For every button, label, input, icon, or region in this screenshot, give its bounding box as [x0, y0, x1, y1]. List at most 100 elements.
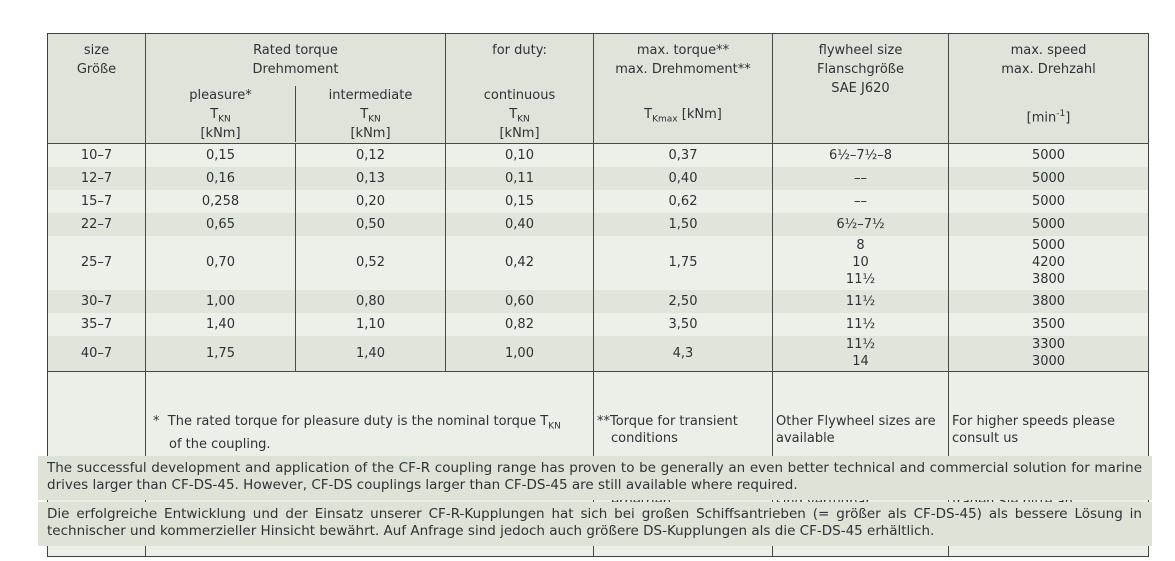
footnote-flywheel-en: Other Flywheel sizes are available	[776, 414, 936, 446]
header-intermediate-label: intermediate	[328, 88, 413, 103]
header-pleasure-symbol: TKN	[210, 107, 231, 125]
header-max-speed-en: max. speed	[1010, 43, 1087, 58]
cell-continuous: 0,40	[445, 212, 594, 236]
header-pleasure-unit: [kNm]	[200, 126, 241, 141]
cell-continuous: 0,11	[445, 166, 594, 190]
header-size: size Größe	[47, 33, 146, 144]
cell-max-speed: 5000	[948, 143, 1149, 167]
header-flywheel-en: flywheel size	[818, 43, 903, 58]
cell-pleasure: 0,70	[145, 235, 296, 290]
table-row: 35–7 1,40 1,10 0,82 3,50 11½ 3500	[47, 312, 1149, 336]
cell-intermediate: 0,80	[295, 289, 446, 313]
cell-continuous: 0,10	[445, 143, 594, 167]
header-duty: for duty: continuous TKN [kNm]	[445, 33, 594, 144]
table-row: 10–7 0,15 0,12 0,10 0,37 6½–7½–8 5000	[47, 143, 1149, 167]
footnote-star-en: * The rated torque for pleasure duty is …	[153, 414, 561, 452]
cell-max-speed: 5000	[948, 189, 1149, 213]
cell-max-speed: 3800	[948, 289, 1149, 313]
cell-max-torque: 0,37	[593, 143, 773, 167]
header-rated-de: Drehmoment	[252, 62, 339, 77]
cell-flywheel: ––	[772, 189, 949, 213]
footnote-speed-en: For higher speeds please consult us	[952, 414, 1116, 446]
header-max-torque-symbol: TKmax [kNm]	[644, 107, 722, 125]
header-pleasure: pleasure* TKN [kNm]	[146, 86, 295, 142]
header-rated-torque: Rated torque Drehmoment pleasure* TKN [k…	[145, 33, 446, 144]
cell-size: 35–7	[47, 312, 146, 336]
header-max-torque-de: max. Drehmoment**	[615, 62, 751, 77]
cell-max-torque: 0,40	[593, 166, 773, 190]
description-paragraph-en: The successful development and applicati…	[38, 456, 1152, 500]
header-duty-label: for duty:	[492, 43, 547, 58]
cell-intermediate: 0,20	[295, 189, 446, 213]
table-row: 22–7 0,65 0,50 0,40 1,50 6½–7½ 5000	[47, 212, 1149, 236]
table-row: 15–7 0,258 0,20 0,15 0,62 –– 5000	[47, 189, 1149, 213]
cell-max-speed: 5000 4200 3800	[948, 235, 1149, 290]
cell-size: 12–7	[47, 166, 146, 190]
cell-max-torque: 4,3	[593, 335, 773, 372]
header-row: size Größe Rated torque Drehmoment pleas…	[47, 33, 1149, 144]
cell-size: 22–7	[47, 212, 146, 236]
cell-continuous: 0,82	[445, 312, 594, 336]
cell-size: 40–7	[47, 335, 146, 372]
cell-continuous: 0,42	[445, 235, 594, 290]
cell-max-torque: 3,50	[593, 312, 773, 336]
cell-flywheel: ––	[772, 166, 949, 190]
header-max-speed-spacer	[949, 79, 1148, 98]
cell-pleasure: 1,00	[145, 289, 296, 313]
header-intermediate-unit: [kNm]	[350, 126, 391, 141]
header-flywheel-sae: SAE J620	[831, 81, 890, 96]
table-row: 12–7 0,16 0,13 0,11 0,40 –– 5000	[47, 166, 1149, 190]
header-max-torque-en: max. torque**	[636, 43, 730, 58]
cell-flywheel: 11½	[772, 289, 949, 313]
cell-flywheel: 6½–7½	[772, 212, 949, 236]
header-size-de: Größe	[76, 62, 117, 77]
cell-intermediate: 0,50	[295, 212, 446, 236]
header-continuous-label: continuous	[483, 88, 556, 103]
cell-intermediate: 0,12	[295, 143, 446, 167]
table-row: 25–7 0,70 0,52 0,42 1,75 8 10 11½ 5000 4…	[47, 235, 1149, 290]
cell-max-speed: 5000	[948, 212, 1149, 236]
header-max-speed: max. speed max. Drehzahl [min-1]	[948, 33, 1149, 144]
header-rated-subcolumns: pleasure* TKN [kNm] intermediate TKN [kN…	[146, 86, 445, 142]
cell-intermediate: 1,40	[295, 335, 446, 372]
header-continuous-unit: [kNm]	[499, 126, 540, 141]
cell-pleasure: 0,16	[145, 166, 296, 190]
cell-pleasure: 0,15	[145, 143, 296, 167]
cell-continuous: 0,15	[445, 189, 594, 213]
table-row: 40–7 1,75 1,40 1,00 4,3 11½ 14 3300 3000	[47, 335, 1149, 372]
header-pleasure-label: pleasure*	[189, 88, 252, 103]
description-paragraph-de: Die erfolgreiche Entwicklung und der Ein…	[38, 502, 1152, 546]
header-flywheel: flywheel size Flanschgröße SAE J620	[772, 33, 949, 144]
cell-intermediate: 0,52	[295, 235, 446, 290]
header-max-speed-de: max. Drehzahl	[1001, 62, 1096, 77]
cell-pleasure: 0,65	[145, 212, 296, 236]
header-max-torque: max. torque** max. Drehmoment** TKmax [k…	[593, 33, 773, 144]
header-continuous-symbol: TKN	[509, 107, 530, 125]
header-size-en: size	[83, 43, 110, 58]
cell-max-speed: 5000	[948, 166, 1149, 190]
cell-flywheel: 8 10 11½	[772, 235, 949, 290]
cell-size: 25–7	[47, 235, 146, 290]
cell-size: 15–7	[47, 189, 146, 213]
header-intermediate: intermediate TKN [kNm]	[295, 86, 445, 142]
cell-max-torque: 0,62	[593, 189, 773, 213]
table-row: 30–7 1,00 0,80 0,60 2,50 11½ 3800	[47, 289, 1149, 313]
footnote-transient-en: **Torque for transient conditions	[597, 414, 738, 446]
header-max-speed-unit: [min-1]	[1026, 109, 1071, 126]
header-flywheel-de: Flanschgröße	[817, 62, 904, 77]
header-duty-spacer	[446, 60, 593, 79]
header-intermediate-symbol: TKN	[360, 107, 381, 125]
cell-intermediate: 0,13	[295, 166, 446, 190]
cell-continuous: 1,00	[445, 335, 594, 372]
cell-max-speed: 3500	[948, 312, 1149, 336]
cell-pleasure: 1,40	[145, 312, 296, 336]
cell-max-speed: 3300 3000	[948, 335, 1149, 372]
cell-flywheel: 11½ 14	[772, 335, 949, 372]
cell-intermediate: 1,10	[295, 312, 446, 336]
cell-pleasure: 1,75	[145, 335, 296, 372]
cell-size: 30–7	[47, 289, 146, 313]
cell-pleasure: 0,258	[145, 189, 296, 213]
cell-max-torque: 1,50	[593, 212, 773, 236]
cell-max-torque: 1,75	[593, 235, 773, 290]
